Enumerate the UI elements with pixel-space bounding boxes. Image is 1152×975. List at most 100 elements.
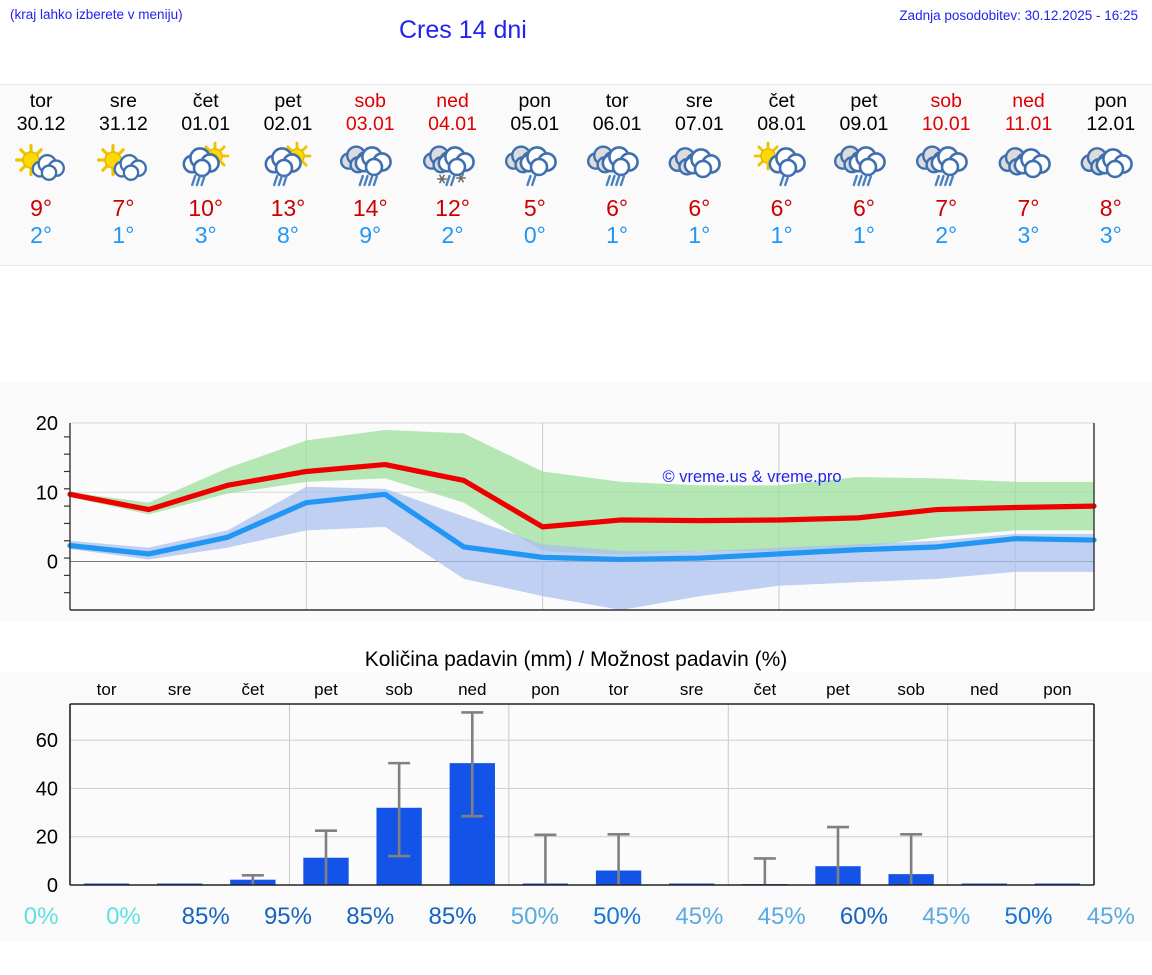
day-date: 31.12 [99, 113, 148, 135]
day-name: sre [109, 90, 137, 112]
cloud-rain-icon [910, 138, 982, 194]
day-name: ned [1012, 90, 1045, 112]
day-date: 30.12 [16, 113, 66, 135]
day-date: 12.01 [1086, 113, 1136, 135]
last-updated: Zadnja posodobitev: 30.12.2025 - 16:25 [899, 8, 1138, 23]
precipitation-probability: 85% [181, 903, 230, 930]
day-column[interactable]: ned 04.01 12° 2° [411, 85, 493, 265]
max-temperature: 7° [935, 195, 958, 221]
day-date: 04.01 [428, 113, 477, 135]
max-temperature: 6° [852, 195, 875, 221]
day-column[interactable]: čet 08.01 6° 1° [741, 85, 823, 265]
max-temperature: 8° [1099, 195, 1122, 221]
precip-day-label: pon [1043, 680, 1071, 699]
precip-y-tick: 40 [36, 778, 58, 800]
precipitation-probability: 85% [346, 903, 395, 930]
precip-day-label: čet [242, 680, 265, 699]
precipitation-probability: 0% [106, 903, 141, 930]
min-temperature: 1° [606, 222, 629, 248]
sun-cloud-icon [87, 138, 159, 194]
precip-day-label: ned [970, 680, 998, 699]
day-column[interactable]: sre 07.01 6° 1° [658, 85, 740, 265]
day-name: pon [518, 90, 552, 112]
min-temperature: 1° [688, 222, 711, 248]
day-name: tor [29, 90, 53, 112]
precipitation-probability: 85% [428, 903, 477, 930]
cloud-drizzle-icon [499, 138, 571, 194]
menu-hint: (kraj lahko izberete v meniju) [10, 7, 183, 22]
cloud-rain-icon [828, 138, 900, 194]
day-column[interactable]: tor 30.12 9° 2° [0, 85, 82, 265]
day-column[interactable]: pet 09.01 6° 1° [823, 85, 905, 265]
precip-y-tick: 0 [47, 875, 58, 897]
day-column[interactable]: sre 31.12 7° 1° [82, 85, 164, 265]
precip-day-label: sre [168, 680, 192, 699]
day-name: sob [354, 90, 386, 112]
day-column[interactable]: pon 05.01 5° 0° [494, 85, 576, 265]
day-date: 11.01 [1004, 113, 1053, 135]
min-temperature: 0° [523, 222, 546, 248]
min-temperature: 1° [852, 222, 875, 248]
precip-day-label: tor [97, 680, 117, 699]
precipitation-probability: 50% [1004, 903, 1053, 930]
min-temperature: 8° [276, 222, 299, 248]
max-temperature: 5° [523, 195, 546, 221]
day-name: pet [274, 90, 302, 112]
day-date: 03.01 [345, 113, 395, 135]
precipitation-probability: 50% [593, 903, 642, 930]
precipitation-probability: 95% [263, 903, 312, 930]
min-temperature: 2° [30, 222, 53, 248]
page-title: Cres 14 dni [399, 16, 527, 44]
day-date: 09.01 [839, 113, 889, 135]
temp-y-tick: 20 [36, 413, 58, 435]
day-date: 08.01 [757, 113, 807, 135]
precip-day-label: sob [385, 680, 412, 699]
day-name: sre [685, 90, 713, 112]
precipitation-probability: 45% [1086, 903, 1135, 930]
min-temperature: 9° [359, 222, 382, 248]
day-date: 10.01 [921, 113, 971, 135]
cloud-rain-icon [334, 138, 406, 194]
max-temperature: 10° [188, 195, 224, 221]
precipitation-probability: 45% [922, 903, 971, 930]
day-column[interactable]: pet 02.01 13° 8° [247, 85, 329, 265]
day-column[interactable]: tor 06.01 6° 1° [576, 85, 658, 265]
precip-day-label: pet [314, 680, 338, 699]
daily-forecast-strip: tor 30.12 9° 2° sre 31.12 7° 1° čet 01.01 10° 3° pet… [0, 84, 1152, 266]
day-name: pon [1094, 90, 1128, 112]
min-temperature: 1° [112, 222, 135, 248]
max-temperature: 7° [112, 195, 135, 221]
day-column[interactable]: sob 03.01 14° 9° [329, 85, 411, 265]
day-name: čet [192, 90, 219, 112]
precipitation-chart: tor sre čet pet sob ned pon tor sre čet pet sob ned p… [0, 672, 1152, 942]
day-name: pet [850, 90, 878, 112]
precip-day-label: čet [754, 680, 777, 699]
day-column[interactable]: pon 12.01 8° 3° [1070, 85, 1152, 265]
precip-y-tick: 20 [36, 827, 58, 849]
day-date: 06.01 [592, 113, 642, 135]
min-temperature: 3° [194, 222, 217, 248]
sun-cloud-rain-icon [170, 138, 242, 194]
temp-y-tick: 10 [36, 482, 58, 504]
day-column[interactable]: ned 11.01 7° 3° [987, 85, 1069, 265]
min-temperature: 2° [441, 222, 464, 248]
min-temperature: 3° [1017, 222, 1040, 248]
day-column[interactable]: sob 10.01 7° 2° [905, 85, 987, 265]
precipitation-probability: 50% [510, 903, 559, 930]
day-date: 05.01 [510, 113, 560, 135]
cloud-sleet-icon [417, 138, 489, 194]
day-name: sob [930, 90, 962, 112]
max-temperature: 6° [606, 195, 629, 221]
day-column[interactable]: čet 01.01 10° 3° [165, 85, 247, 265]
precip-y-tick: 60 [36, 730, 58, 752]
max-temperature: 6° [688, 195, 711, 221]
day-date: 02.01 [263, 113, 313, 135]
temperature-chart: 0 10 20 © vreme.us & vreme.pro [0, 382, 1152, 622]
cloud-icon [663, 138, 735, 194]
precipitation-probability: 0% [23, 903, 59, 930]
day-name: tor [605, 90, 629, 112]
precip-day-label: ned [458, 680, 486, 699]
max-temperature: 9° [30, 195, 53, 221]
precipitation-probability-row: 0% 0% 85% 95% 85% 85% 50% 50% 45% 45% 60% 45% 50% 45% [0, 900, 1152, 940]
page-header: (kraj lahko izberete v meniju) Cres 14 d… [0, 0, 1152, 62]
